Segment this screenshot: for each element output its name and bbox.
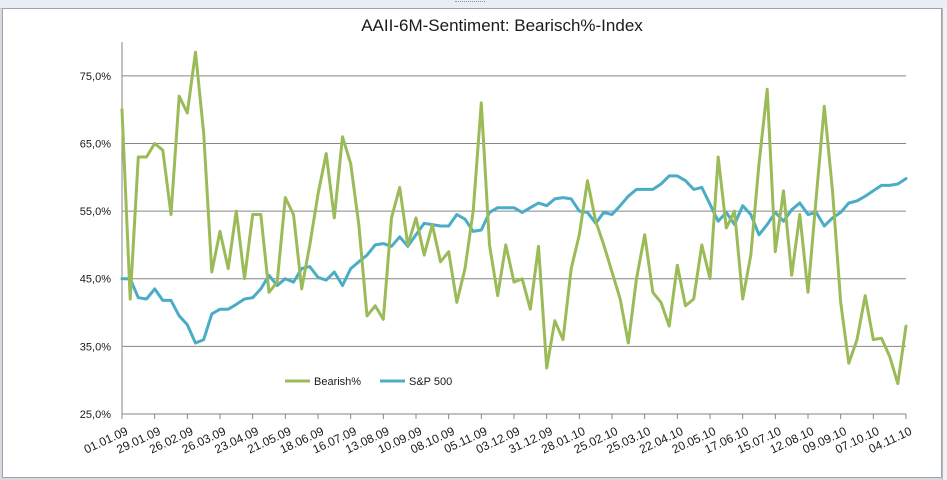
chart-title: AAII-6M-Sentiment: Bearisch%-Index: [361, 16, 643, 35]
worksheet-edge: [942, 8, 947, 480]
series-line-bearish[interactable]: [120, 50, 908, 386]
legend[interactable]: Bearish% S&P 500: [285, 376, 452, 388]
gridlines: [122, 75, 906, 347]
axes: [121, 42, 906, 415]
y-tick-label: 55,0%: [80, 206, 111, 218]
chart-resize-grip[interactable]: [455, 1, 485, 6]
x-axis-tick-labels: 01.01.0929.01.0926.02.0926.03.0923.04.09…: [82, 414, 914, 456]
y-axis-tick-labels: 25,0% 35,0% 45,0% 55,0% 65,0% 75,0%: [80, 71, 111, 421]
legend-label-bearish: Bearish%: [314, 376, 361, 388]
series-line-sp500[interactable]: [120, 174, 908, 345]
y-tick-label: 45,0%: [80, 274, 111, 286]
chart-area[interactable]: [2, 8, 942, 478]
y-tick-label: 65,0%: [80, 138, 111, 150]
y-tick-label: 75,0%: [80, 71, 111, 83]
y-tick-label: 35,0%: [80, 341, 111, 353]
legend-label-sp500: S&P 500: [409, 376, 452, 388]
plot-series: [120, 50, 908, 386]
y-tick-label: 25,0%: [80, 409, 111, 421]
